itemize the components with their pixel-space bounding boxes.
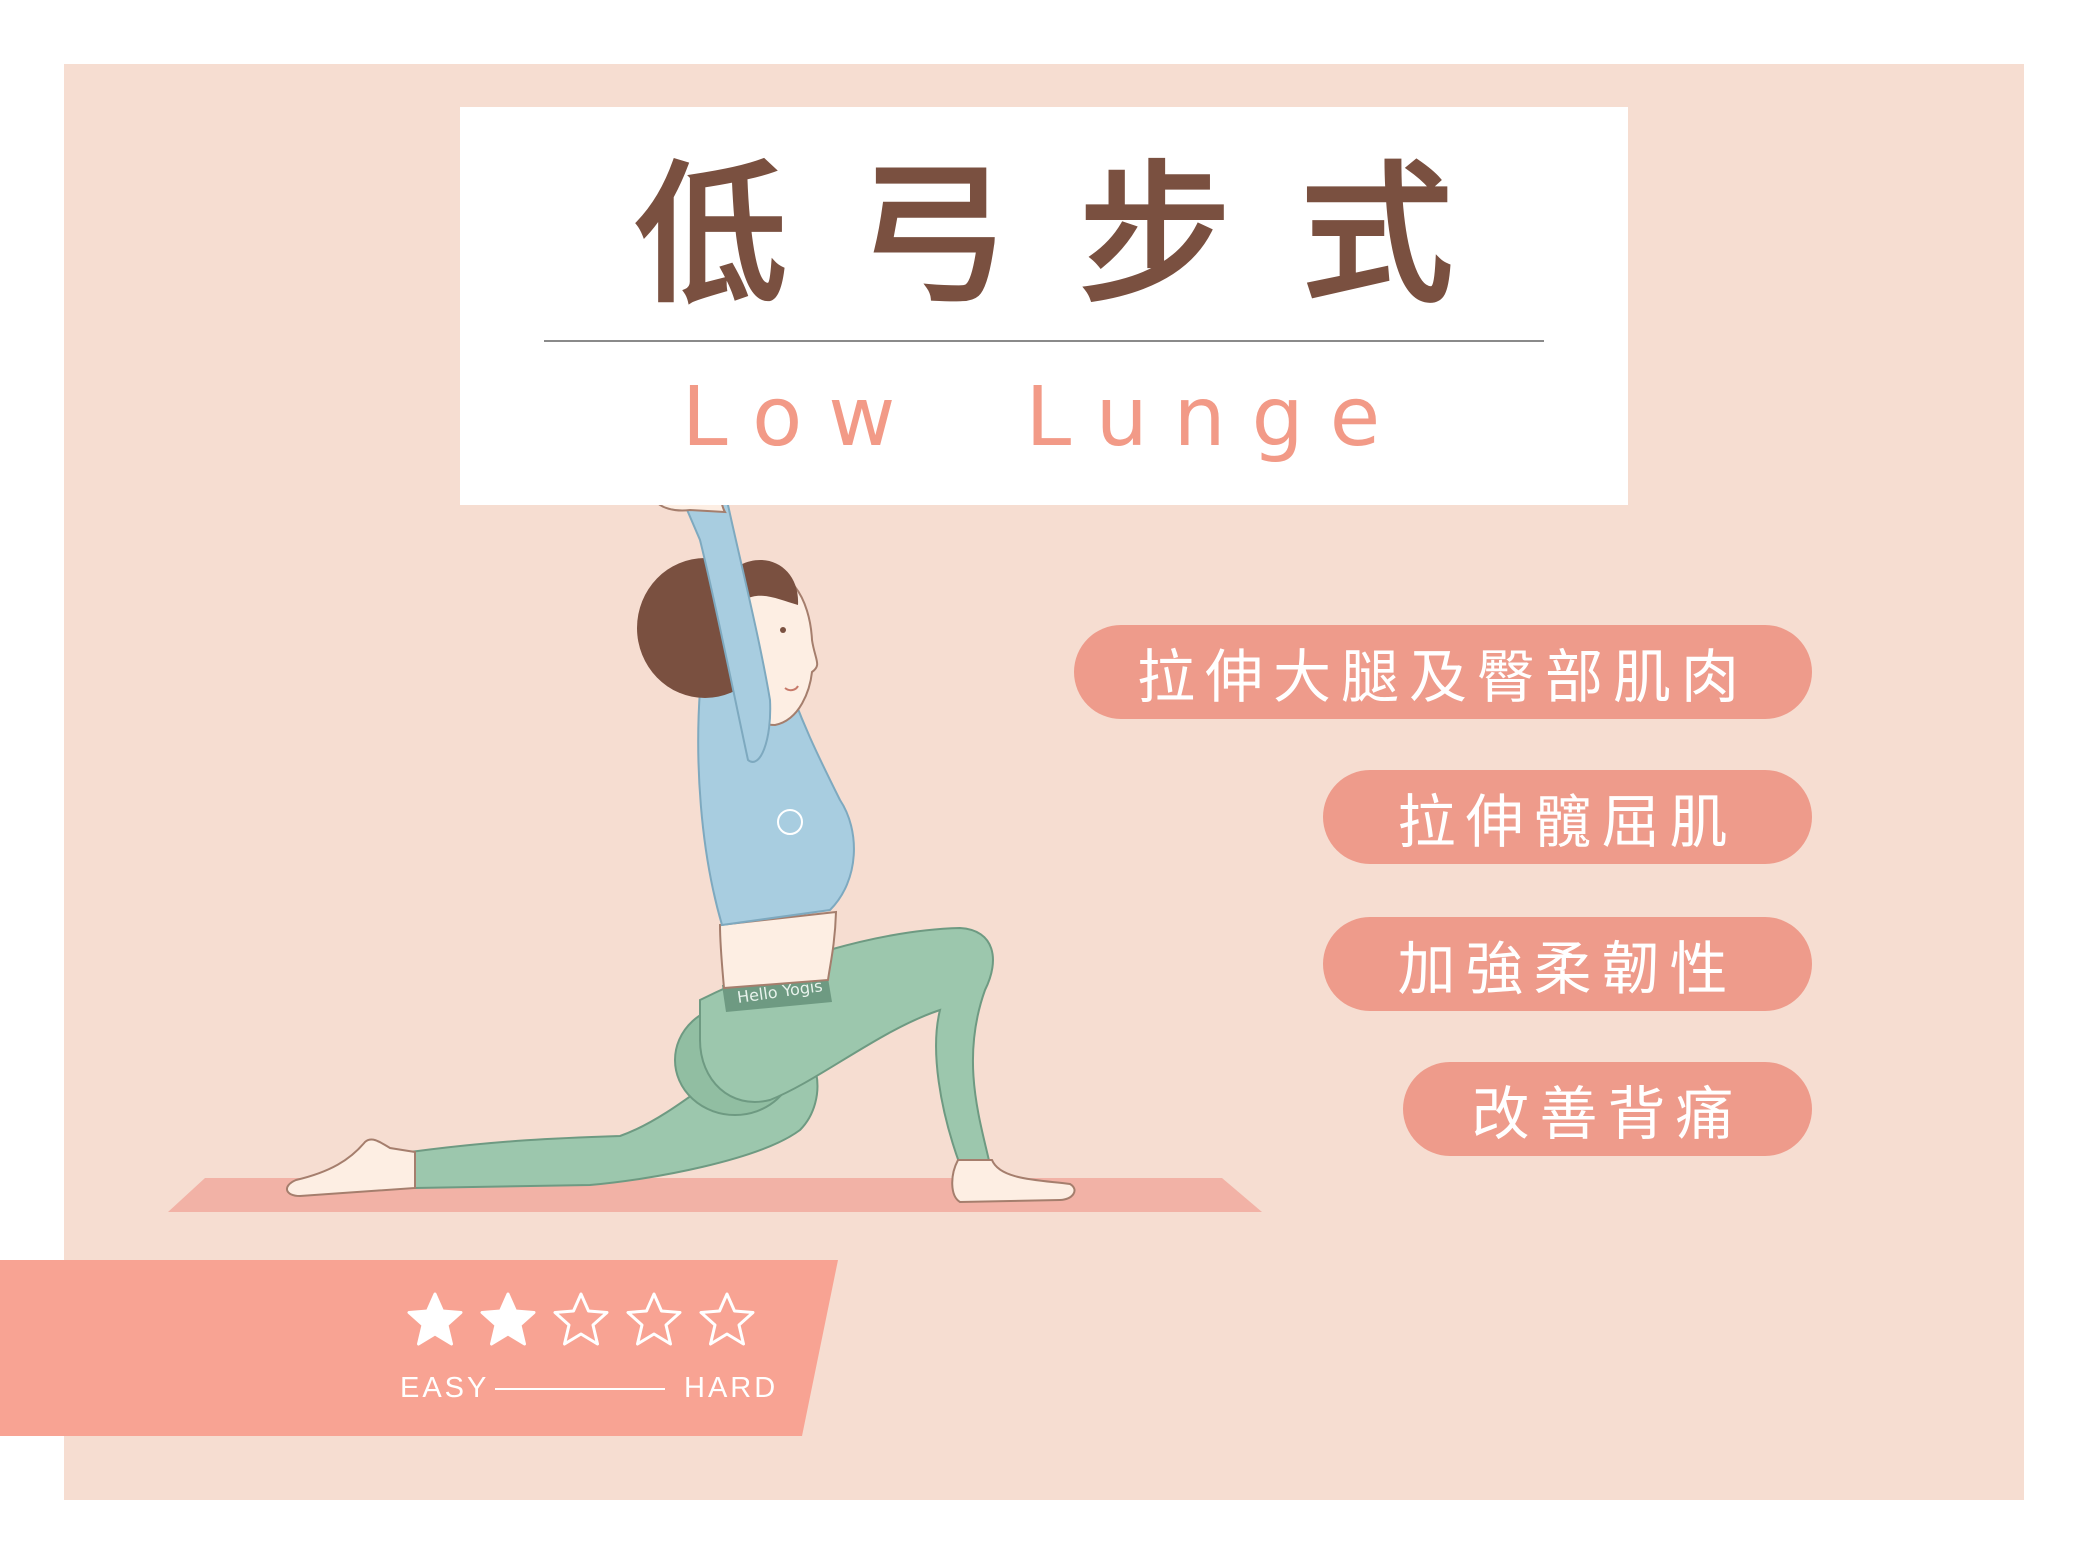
hard-label: HARD [684,1372,779,1404]
benefit-pill-1: 拉伸大腿及臀部肌肉 [1074,625,1812,719]
benefit-pill-2: 拉伸髖屈肌 [1323,770,1812,864]
benefit-label-1: 拉伸大腿及臀部肌肉 [1136,643,1749,711]
pose-title-chinese: 低弓步式 [635,147,1523,324]
star-filled-icon [407,1292,463,1346]
benefit-label-2: 拉伸髖屈肌 [1397,788,1738,856]
benefit-pill-3: 加強柔韌性 [1323,917,1812,1011]
star-outline-icon [553,1292,609,1346]
title-divider [544,340,1544,342]
benefit-pill-4: 改善背痛 [1403,1062,1812,1156]
benefit-label-4: 改善背痛 [1471,1080,1744,1148]
benefit-label-3: 加強柔韌性 [1397,935,1738,1003]
difficulty-banner [0,1260,838,1436]
pose-title-english: Low Lunge [681,370,1407,465]
star-outline-icon [699,1292,755,1346]
title-card: 低弓步式 Low Lunge [460,107,1628,505]
easy-label: EASY [400,1372,490,1404]
star-outline-icon [626,1292,682,1346]
star-filled-icon [480,1292,536,1346]
difficulty-scale-line [495,1388,665,1390]
